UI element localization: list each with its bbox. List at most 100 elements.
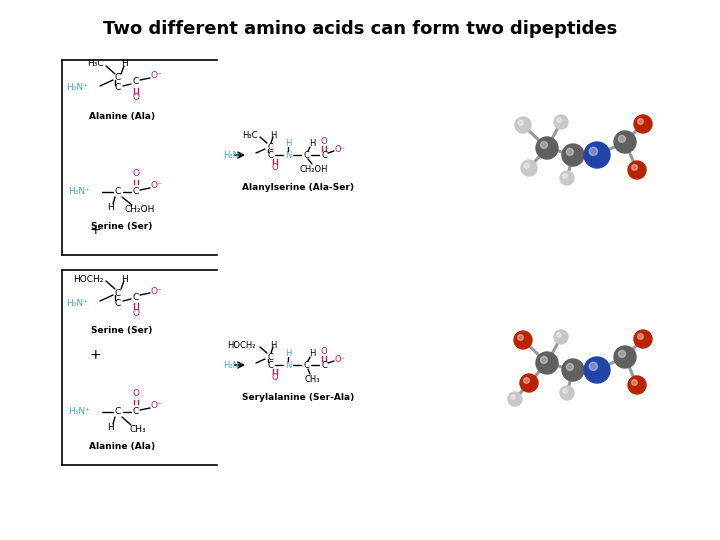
Text: C: C [303,151,309,159]
Circle shape [628,161,646,179]
Text: C: C [303,361,309,369]
Circle shape [614,131,636,153]
Text: H: H [107,423,113,433]
Circle shape [510,395,516,399]
Text: Alanine (Ala): Alanine (Ala) [89,111,155,120]
Text: C: C [115,299,121,307]
Text: C: C [115,288,121,298]
Text: O⁻: O⁻ [150,287,162,295]
Text: N: N [285,361,291,369]
Text: C: C [133,293,139,301]
Text: C: C [267,143,273,152]
Text: O: O [132,389,140,399]
Text: H₃N⁺: H₃N⁺ [66,84,88,92]
Text: Serine (Ser): Serine (Ser) [91,221,153,231]
Circle shape [536,352,558,374]
Text: O⁻: O⁻ [335,145,346,153]
Text: H: H [121,59,127,69]
Circle shape [563,174,567,178]
Text: C: C [133,78,139,86]
Text: C: C [133,408,139,416]
Text: HOCH₂: HOCH₂ [73,274,104,284]
Circle shape [554,330,568,344]
Text: H: H [107,204,113,213]
Text: +: + [89,223,101,237]
Circle shape [508,392,522,406]
Circle shape [638,334,644,339]
Circle shape [541,356,547,363]
Circle shape [514,331,532,349]
Text: O: O [271,164,279,172]
Circle shape [518,120,523,125]
Text: O⁻: O⁻ [150,181,162,191]
Text: +: + [89,348,101,362]
Circle shape [521,160,537,176]
Text: H₃N⁺: H₃N⁺ [68,408,90,416]
Text: H₃C: H₃C [87,59,104,69]
Circle shape [520,374,538,392]
Text: Serine (Ser): Serine (Ser) [91,327,153,335]
Circle shape [560,386,574,400]
Circle shape [618,136,626,143]
Text: O⁻: O⁻ [335,354,346,363]
Circle shape [523,377,529,383]
Text: H₃N⁺: H₃N⁺ [66,299,88,307]
Text: H: H [309,349,315,359]
Circle shape [614,346,636,368]
Text: C: C [115,408,121,416]
Text: Alanylserine (Ala-Ser): Alanylserine (Ala-Ser) [242,183,354,192]
Text: H: H [285,348,291,357]
Text: N: N [285,151,291,159]
Text: H: H [270,341,276,349]
Text: C: C [115,73,121,83]
Text: C: C [267,151,273,159]
Circle shape [634,330,652,348]
Circle shape [618,350,626,357]
Circle shape [634,115,652,133]
Text: H₃N⁺: H₃N⁺ [68,187,90,197]
Circle shape [560,171,574,185]
Circle shape [631,165,637,170]
Text: O: O [320,138,328,146]
Circle shape [524,163,529,168]
Text: C: C [267,353,273,361]
Circle shape [631,380,637,386]
Text: CH₂OH: CH₂OH [125,206,156,214]
Text: C: C [115,187,121,197]
Text: H: H [270,131,276,139]
Text: Alanine (Ala): Alanine (Ala) [89,442,155,450]
Circle shape [536,137,558,159]
Text: C: C [267,361,273,369]
Text: CH₃: CH₃ [305,375,320,383]
Text: O: O [271,374,279,382]
Circle shape [584,357,610,383]
Circle shape [515,117,531,133]
Text: O⁻: O⁻ [150,402,162,410]
Circle shape [589,147,598,156]
Circle shape [589,362,598,370]
Text: CH₂OH: CH₂OH [300,165,328,173]
Text: Serylalanine (Ser-Ala): Serylalanine (Ser-Ala) [242,393,354,402]
Circle shape [563,389,567,393]
Text: O⁻: O⁻ [150,71,162,80]
Text: O: O [132,308,140,318]
Text: H: H [121,274,127,284]
Circle shape [557,333,562,338]
Text: O: O [132,93,140,103]
Circle shape [541,141,547,149]
Text: C: C [321,361,327,369]
Text: O: O [132,170,140,179]
Text: H₃N⁺: H₃N⁺ [223,151,244,159]
Circle shape [518,335,523,340]
Text: Two different amino acids can form two dipeptides: Two different amino acids can form two d… [103,20,617,38]
Text: HOCH₂: HOCH₂ [228,341,256,349]
Text: C: C [321,151,327,159]
Circle shape [554,115,568,129]
Circle shape [628,376,646,394]
Text: H: H [309,139,315,148]
Circle shape [567,148,573,156]
Text: H: H [285,138,291,147]
Circle shape [557,118,562,122]
Circle shape [638,119,644,124]
Text: C: C [115,84,121,92]
